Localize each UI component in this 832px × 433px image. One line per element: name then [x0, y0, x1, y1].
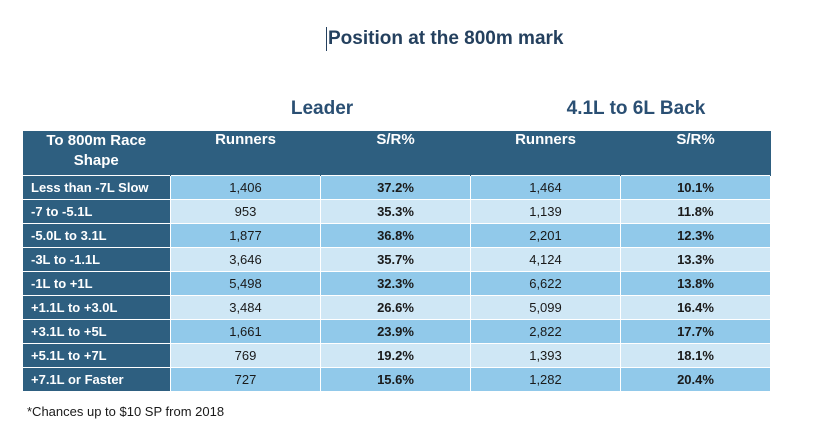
cell-sr-leader: 32.3%	[320, 271, 471, 296]
col-header-shape: To 800m Race Shape	[22, 131, 171, 176]
cell-sr-leader: 26.6%	[320, 295, 471, 320]
col-header-runners-leader: Runners	[170, 131, 321, 176]
cell-sr-back: 17.7%	[620, 319, 771, 344]
row-label: +7.1L or Faster	[22, 367, 171, 392]
cell-runners-leader: 727	[170, 367, 321, 392]
cell-runners-leader: 3,646	[170, 247, 321, 272]
cell-sr-leader: 37.2%	[320, 175, 471, 200]
row-label: -1L to +1L	[22, 271, 171, 296]
cell-sr-leader: 19.2%	[320, 343, 471, 368]
cell-runners-leader: 769	[170, 343, 321, 368]
cell-runners-back: 1,139	[470, 199, 621, 224]
cell-runners-back: 5,099	[470, 295, 621, 320]
cell-runners-back: 1,393	[470, 343, 621, 368]
col-header-runners-back: Runners	[470, 131, 621, 176]
cell-sr-back: 13.3%	[620, 247, 771, 272]
col-header-sr-back: S/R%	[620, 131, 771, 176]
cell-sr-leader: 15.6%	[320, 367, 471, 392]
cell-sr-back: 12.3%	[620, 223, 771, 248]
col-header-sr-leader: S/R%	[320, 131, 471, 176]
cell-sr-leader: 23.9%	[320, 319, 471, 344]
cell-runners-back: 1,464	[470, 175, 621, 200]
row-label: -7 to -5.1L	[22, 199, 171, 224]
table-row: -3L to -1.1L 3,646 35.7% 4,124 13.3%	[22, 247, 771, 272]
row-label: -5.0L to 3.1L	[22, 223, 171, 248]
cell-runners-back: 2,201	[470, 223, 621, 248]
table-row: +5.1L to +7L 769 19.2% 1,393 18.1%	[22, 343, 771, 368]
cell-runners-back: 1,282	[470, 367, 621, 392]
cell-runners-back: 4,124	[470, 247, 621, 272]
row-label: +1.1L to +3.0L	[22, 295, 171, 320]
cell-sr-back: 16.4%	[620, 295, 771, 320]
cell-sr-back: 11.8%	[620, 199, 771, 224]
footnote: *Chances up to $10 SP from 2018	[27, 404, 225, 419]
row-label: +3.1L to +5L	[22, 319, 171, 344]
table-row: -1L to +1L 5,498 32.3% 6,622 13.8%	[22, 271, 771, 296]
cell-runners-back: 6,622	[470, 271, 621, 296]
table-row: +1.1L to +3.0L 3,484 26.6% 5,099 16.4%	[22, 295, 771, 320]
table-row: -7 to -5.1L 953 35.3% 1,139 11.8%	[22, 199, 771, 224]
table-header-row: To 800m Race Shape Runners S/R% Runners …	[22, 131, 771, 176]
row-label: +5.1L to +7L	[22, 343, 171, 368]
cell-runners-leader: 1,661	[170, 319, 321, 344]
cell-sr-leader: 36.8%	[320, 223, 471, 248]
row-label: Less than -7L Slow	[22, 175, 171, 200]
cell-runners-leader: 3,484	[170, 295, 321, 320]
cell-sr-back: 13.8%	[620, 271, 771, 296]
cell-runners-leader: 1,406	[170, 175, 321, 200]
cell-sr-back: 18.1%	[620, 343, 771, 368]
cell-sr-leader: 35.7%	[320, 247, 471, 272]
cell-runners-leader: 953	[170, 199, 321, 224]
group-heading-back: 4.1L to 6L Back	[566, 98, 706, 119]
table-row: Less than -7L Slow 1,406 37.2% 1,464 10.1%	[22, 175, 771, 200]
cell-sr-back: 10.1%	[620, 175, 771, 200]
table-row: +3.1L to +5L 1,661 23.9% 2,822 17.7%	[22, 319, 771, 344]
cell-runners-back: 2,822	[470, 319, 621, 344]
row-label: -3L to -1.1L	[22, 247, 171, 272]
group-heading-leader: Leader	[290, 98, 354, 119]
cell-sr-back: 20.4%	[620, 367, 771, 392]
race-shape-table: To 800m Race Shape Runners S/R% Runners …	[22, 131, 771, 392]
cell-runners-leader: 5,498	[170, 271, 321, 296]
page-title: Position at the 800m mark	[326, 27, 564, 51]
cell-runners-leader: 1,877	[170, 223, 321, 248]
table-row: -5.0L to 3.1L 1,877 36.8% 2,201 12.3%	[22, 223, 771, 248]
table-row: +7.1L or Faster 727 15.6% 1,282 20.4%	[22, 367, 771, 392]
cell-sr-leader: 35.3%	[320, 199, 471, 224]
